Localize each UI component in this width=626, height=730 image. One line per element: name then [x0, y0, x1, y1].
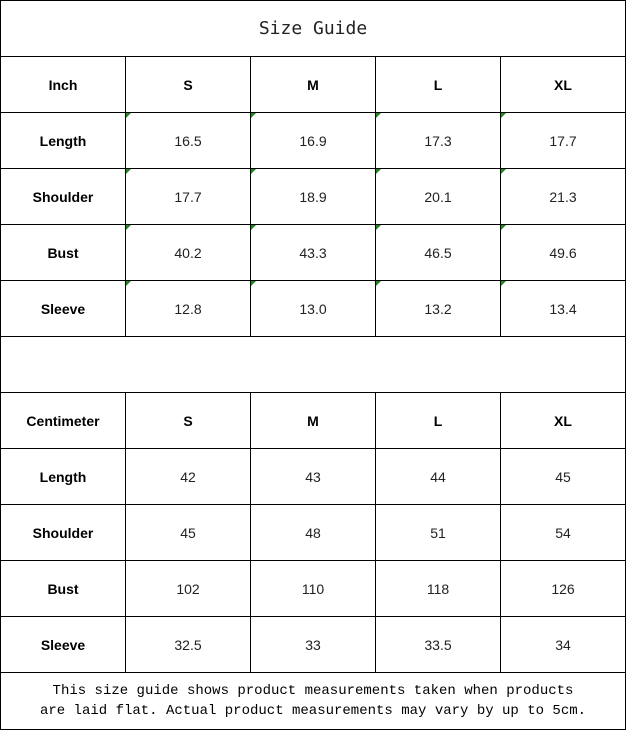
table-row: Shoulder 45 48 51 54	[0, 504, 626, 561]
measurement-value: 51	[375, 504, 501, 561]
measurement-label: Bust	[0, 224, 126, 281]
measurement-label: Bust	[0, 560, 126, 617]
measurement-value: 45	[500, 448, 626, 505]
measurement-value: 21.3	[500, 168, 626, 225]
measurement-value: 40.2	[125, 224, 251, 281]
table-row: Length 16.5 16.9 17.3 17.7	[0, 112, 626, 169]
measurement-label: Length	[0, 112, 126, 169]
measurement-value: 18.9	[250, 168, 376, 225]
measurement-value: 20.1	[375, 168, 501, 225]
table-title: Size Guide	[0, 0, 626, 57]
size-header: M	[250, 56, 376, 113]
header-row: Centimeter S M L XL	[0, 392, 626, 449]
note: This size guide shows product measuremen…	[0, 672, 626, 730]
measurement-value: 46.5	[375, 224, 501, 281]
size-header: L	[375, 392, 501, 449]
measurement-value: 17.7	[500, 112, 626, 169]
measurement-value: 118	[375, 560, 501, 617]
measurement-value: 48	[250, 504, 376, 561]
measurement-value: 13.2	[375, 280, 501, 337]
measurement-value: 32.5	[125, 616, 251, 673]
note-line-1: This size guide shows product measuremen…	[52, 683, 574, 699]
measurement-value: 16.9	[250, 112, 376, 169]
measurement-value: 33	[250, 616, 376, 673]
size-header: S	[125, 392, 251, 449]
header-row: Inch S M L XL	[0, 56, 626, 113]
measurement-value: 13.0	[250, 280, 376, 337]
measurement-value: 54	[500, 504, 626, 561]
measurement-value: 13.4	[500, 280, 626, 337]
measurement-label: Shoulder	[0, 504, 126, 561]
table-row: Bust 40.2 43.3 46.5 49.6	[0, 224, 626, 281]
measurement-value: 126	[500, 560, 626, 617]
measurement-value: 102	[125, 560, 251, 617]
measurement-value: 34	[500, 616, 626, 673]
measurement-value: 12.8	[125, 280, 251, 337]
size-header: S	[125, 56, 251, 113]
unit-label: Inch	[0, 56, 126, 113]
table-row: Bust 102 110 118 126	[0, 560, 626, 617]
size-header: XL	[500, 392, 626, 449]
size-header: L	[375, 56, 501, 113]
measurement-label: Shoulder	[0, 168, 126, 225]
table-row: Sleeve 32.5 33 33.5 34	[0, 616, 626, 673]
measurement-value: 45	[125, 504, 251, 561]
measurement-value: 42	[125, 448, 251, 505]
measurement-value: 110	[250, 560, 376, 617]
size-header: M	[250, 392, 376, 449]
table-row: Length 42 43 44 45	[0, 448, 626, 505]
measurement-value: 17.7	[125, 168, 251, 225]
measurement-value: 43.3	[250, 224, 376, 281]
measurement-label: Sleeve	[0, 616, 126, 673]
measurement-label: Length	[0, 448, 126, 505]
measurement-value: 17.3	[375, 112, 501, 169]
table-row: Sleeve 12.8 13.0 13.2 13.4	[0, 280, 626, 337]
unit-label: Centimeter	[0, 392, 126, 449]
size-header: XL	[500, 56, 626, 113]
measurement-value: 49.6	[500, 224, 626, 281]
measurement-value: 16.5	[125, 112, 251, 169]
measurement-value: 44	[375, 448, 501, 505]
note-line-2: are laid flat. Actual product measuremen…	[39, 703, 587, 719]
measurement-label: Sleeve	[0, 280, 126, 337]
measurement-value: 33.5	[375, 616, 501, 673]
spacer-row	[0, 336, 626, 393]
measurement-value: 43	[250, 448, 376, 505]
table-row: Shoulder 17.7 18.9 20.1 21.3	[0, 168, 626, 225]
